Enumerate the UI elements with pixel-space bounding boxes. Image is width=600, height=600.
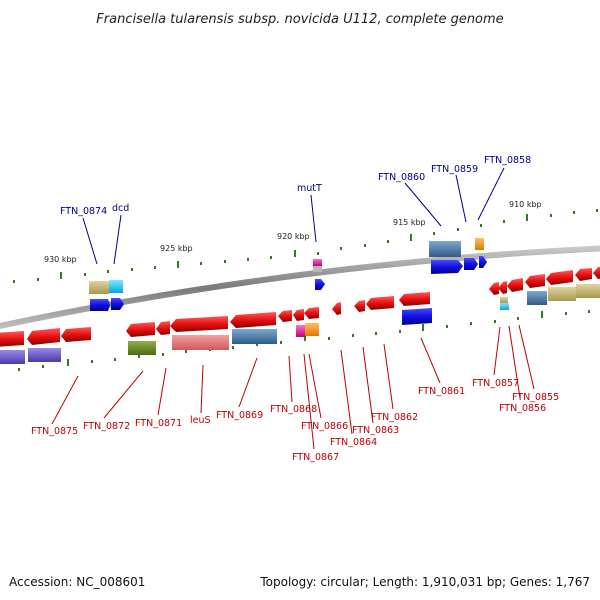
forward-gene-labels: FTN_0874 dcd mutT FTN_0860 FTN_0859 FTN_…: [60, 155, 531, 217]
ruler-labels: 930 kbp 925 kbp 920 kbp 915 kbp 910 kbp: [44, 200, 542, 264]
gene-arrow-ftn0866[interactable]: [304, 307, 319, 319]
gene-arrow-ftn0856[interactable]: [507, 278, 523, 292]
cog-box-khaki-3: [548, 287, 576, 301]
label-ftn0871[interactable]: FTN_0871: [135, 418, 182, 429]
label-ftn0867[interactable]: FTN_0867: [292, 452, 339, 463]
label-ftn0857[interactable]: FTN_0857: [472, 378, 519, 389]
gene-arrow-mutt[interactable]: [315, 279, 325, 290]
label-ftn0864[interactable]: FTN_0864: [330, 437, 377, 448]
gene-arrow-ftn0853[interactable]: [575, 268, 592, 281]
ruler-label-910: 910 kbp: [509, 200, 542, 209]
gene-arrow-ftn0871[interactable]: [126, 322, 155, 337]
gene-arrow-ftn0857a[interactable]: [489, 282, 499, 295]
ruler-label-925: 925 kbp: [160, 244, 193, 253]
label-ftn0856[interactable]: FTN_0856: [499, 403, 546, 414]
cog-box-steel-1: [429, 241, 461, 257]
label-ftn0861[interactable]: FTN_0861: [418, 386, 465, 397]
label-leaders: [51, 167, 535, 450]
cog-box-magenta-1: [313, 259, 322, 266]
gene-arrow-ftn0860[interactable]: [431, 260, 463, 274]
gene-arrow-ftn0861[interactable]: [399, 292, 430, 306]
cog-box-pink-1: [172, 335, 229, 350]
gene-arrow-ftn0863[interactable]: [354, 300, 365, 312]
label-ftn0858[interactable]: FTN_0858: [484, 155, 531, 166]
cog-box-orange-1: [475, 238, 484, 250]
gene-arrow-ftn0852[interactable]: [593, 266, 600, 279]
ruler-label-920: 920 kbp: [277, 232, 310, 241]
label-ftn0860[interactable]: FTN_0860: [378, 172, 425, 183]
cog-box-purple-2: [28, 348, 61, 362]
gene-arrow-leus[interactable]: [170, 316, 228, 332]
label-mutt[interactable]: mutT: [297, 183, 322, 194]
cog-box-gray-1: [313, 266, 322, 272]
gene-arrow-ftn0864[interactable]: [332, 302, 341, 315]
label-ftn0874[interactable]: FTN_0874: [60, 206, 107, 217]
gene-arrow-ftn0855[interactable]: [525, 274, 545, 288]
label-ftn0859[interactable]: FTN_0859: [431, 164, 478, 175]
cog-box-steel-3: [527, 291, 547, 305]
cog-box-cyan-1: [109, 280, 123, 293]
cog-box-purple-1: [0, 350, 25, 364]
reverse-genes: [0, 266, 600, 364]
gene-arrow-ftn0875b[interactable]: [27, 328, 60, 345]
gene-arrow-ftn0870[interactable]: [156, 321, 170, 335]
accession-text: Accession: NC_008601: [9, 575, 145, 589]
cog-box-magenta-2: [296, 325, 305, 337]
label-dcd[interactable]: dcd: [112, 203, 129, 214]
gene-arrow-ftn0858[interactable]: [479, 256, 487, 268]
cog-box-cyan-2: [500, 303, 509, 310]
label-ftn0875[interactable]: FTN_0875: [31, 426, 78, 437]
label-ftn0862[interactable]: FTN_0862: [371, 412, 418, 423]
gene-arrow-ftn0869[interactable]: [230, 312, 276, 328]
label-ftn0866[interactable]: FTN_0866: [301, 421, 348, 432]
gene-arrow-ftn0874[interactable]: [90, 299, 110, 311]
gene-arrow-ftn0875a[interactable]: [0, 331, 24, 347]
label-ftn0872[interactable]: FTN_0872: [83, 421, 130, 432]
forward-genes: [89, 238, 487, 311]
label-ftn0863[interactable]: FTN_0863: [352, 425, 399, 436]
label-ftn0869[interactable]: FTN_0869: [216, 410, 263, 421]
gene-arrow-ftn0854[interactable]: [546, 270, 573, 285]
cog-box-khaki-2: [500, 297, 508, 303]
label-leus[interactable]: leuS: [190, 415, 211, 426]
reverse-gene-labels: FTN_0875 FTN_0872 FTN_0871 leuS FTN_0869…: [31, 378, 559, 463]
gene-arrow-ftn0872[interactable]: [61, 327, 91, 342]
cog-box-orange-2: [305, 323, 319, 336]
gene-arrow-ftn0857b[interactable]: [498, 281, 507, 294]
gene-arrow-ftn0862[interactable]: [366, 296, 394, 310]
cog-box-olive-1: [128, 341, 156, 355]
gene-arrow-ftn0867[interactable]: [293, 309, 304, 321]
label-ftn0855[interactable]: FTN_0855: [512, 392, 559, 403]
ruler-label-930: 930 kbp: [44, 255, 77, 264]
ruler-label-915: 915 kbp: [393, 218, 426, 227]
map-title: Francisella tularensis subsp. novicida U…: [96, 12, 503, 27]
gene-arrow-ftn0868[interactable]: [278, 310, 292, 322]
outer-tick-row: [13, 209, 598, 283]
cog-box-khaki-4: [576, 284, 600, 298]
genome-summary-text: Topology: circular; Length: 1,910,031 bp…: [259, 575, 590, 589]
cog-box-steel-2: [232, 329, 277, 344]
gene-arrow-dcd[interactable]: [111, 298, 124, 310]
gene-arrow-ftn0862b[interactable]: [402, 308, 432, 325]
gene-arrow-ftn0859[interactable]: [464, 258, 478, 270]
genome-backbone: [0, 245, 600, 329]
label-ftn0868[interactable]: FTN_0868: [270, 404, 317, 415]
cog-box-khaki-1: [89, 281, 109, 294]
